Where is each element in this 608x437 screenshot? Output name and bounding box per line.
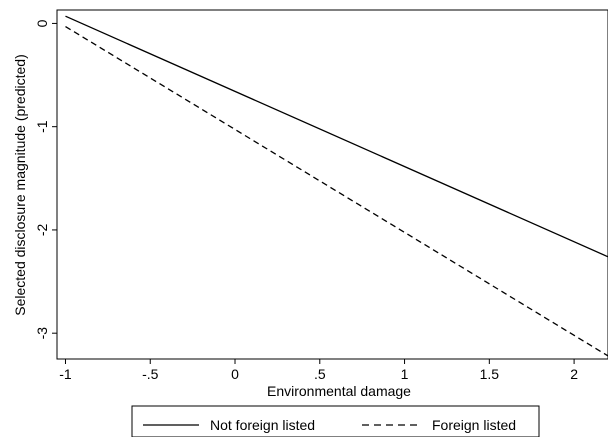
x-tick-label: .5 (314, 366, 326, 382)
x-tick-label: 2 (570, 366, 578, 382)
legend-label-not-foreign-listed: Not foreign listed (210, 417, 315, 433)
x-axis-title: Environmental damage (267, 383, 411, 399)
plot-frame (56, 9, 608, 360)
x-tick-label: -1 (59, 366, 72, 382)
legend-label-foreign-listed: Foreign listed (432, 417, 516, 433)
y-tick-label: 0 (34, 19, 50, 27)
y-tick-label: -2 (34, 223, 50, 236)
legend-box (131, 405, 540, 437)
y-axis: 0 -1 -2 -3 (34, 19, 57, 339)
series-line-not-foreign-listed (65, 15, 608, 258)
x-tick-label: 1.5 (480, 366, 500, 382)
x-axis: -1 -.5 0 .5 1 1.5 2 (59, 359, 578, 382)
x-tick-label: -.5 (142, 366, 159, 382)
y-tick-label: -3 (34, 327, 50, 340)
legend: Not foreign listed Foreign listed (131, 405, 540, 437)
y-tick-label: -1 (34, 120, 50, 133)
x-tick-label: 0 (231, 366, 239, 382)
series-line-foreign-listed (65, 25, 608, 357)
series-layer (65, 15, 608, 357)
y-axis-title: Selected disclosure magnitude (predicted… (12, 54, 28, 315)
x-tick-label: 1 (401, 366, 409, 382)
